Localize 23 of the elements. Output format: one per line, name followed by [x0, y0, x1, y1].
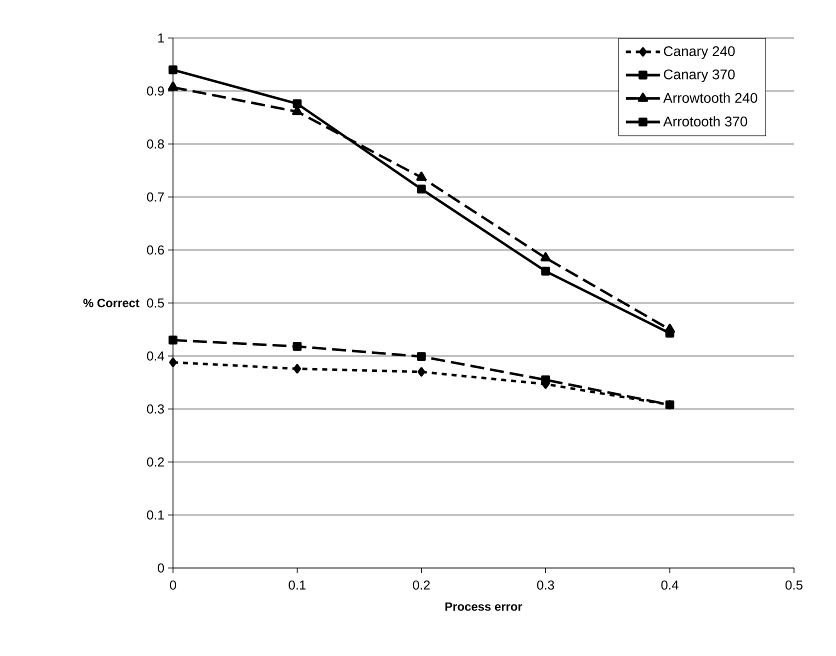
legend-label: Canary 370 [664, 69, 735, 82]
x-axis-title: Process error [445, 602, 522, 611]
y-tick-label: 0.4 [146, 351, 164, 361]
y-tick-label: 0.9 [146, 86, 164, 96]
x-tick-label: 0.1 [288, 580, 306, 590]
y-tick-label: 0.8 [146, 139, 164, 149]
y-tick-label: 0 [158, 563, 164, 573]
x-tick-label: 0.4 [661, 580, 678, 590]
x-tick-label: 0.2 [412, 580, 430, 590]
y-tick-label: 0.3 [146, 404, 164, 414]
x-tick-label: 0.5 [786, 580, 802, 590]
legend-label: Arrotooth 370 [663, 116, 748, 126]
y-tick-label: 0.6 [146, 245, 164, 255]
legend-label: Arrowtooth 240 [663, 92, 758, 103]
x-tick-label: 0 [170, 580, 176, 590]
x-tick-label: 0.3 [537, 580, 554, 590]
legend-label: Canary 240 [664, 46, 735, 59]
y-tick-label: 0.1 [146, 510, 164, 520]
y-tick-label: 1 [158, 34, 164, 42]
y-axis-title: % Correct [83, 298, 140, 308]
y-tick-label: 0.5 [146, 298, 164, 308]
y-tick-label: 0.7 [146, 192, 164, 202]
y-tick-label: 0.2 [146, 457, 164, 467]
